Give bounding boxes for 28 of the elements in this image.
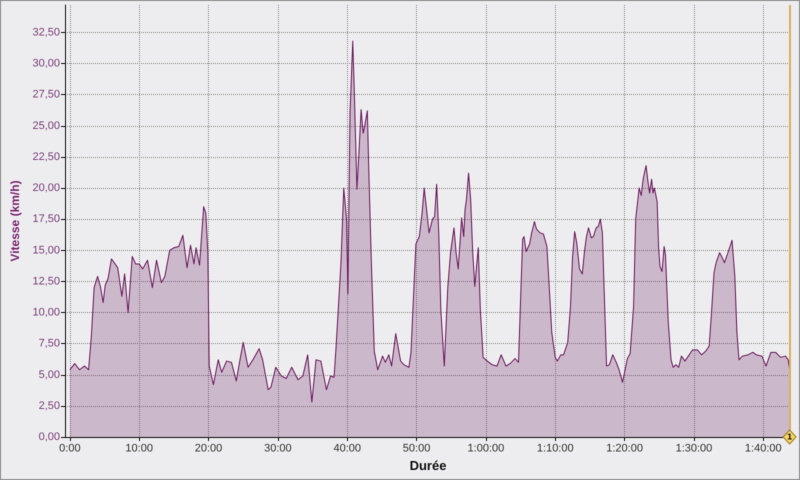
x-tick-label: 1:40:00 bbox=[744, 442, 782, 454]
x-tick-label: 1:20:00 bbox=[606, 442, 643, 454]
x-tick-label: 20:00 bbox=[194, 442, 222, 454]
y-tick-label: 10,00 bbox=[32, 306, 60, 319]
y-tick-label: 30,00 bbox=[32, 58, 60, 70]
y-tick-label: 20,00 bbox=[32, 182, 60, 194]
annotation: 1 bbox=[786, 432, 793, 442]
y-axis-title: Vitesse (km/h) bbox=[8, 180, 22, 262]
x-tick-label: 10:00 bbox=[125, 442, 153, 454]
x-tick-label: 30:00 bbox=[264, 442, 292, 454]
y-tick-label: 7,50 bbox=[38, 338, 60, 350]
x-tick-label: 1:30:00 bbox=[676, 442, 712, 454]
y-tick-label: 5,00 bbox=[38, 368, 60, 381]
x-tick-label: 40:00 bbox=[333, 442, 361, 454]
y-tick-label: 15,00 bbox=[32, 244, 60, 256]
y-tick-label: 32,50 bbox=[32, 26, 60, 38]
x-tick-label: 1:00:00 bbox=[468, 442, 504, 454]
y-tick-label: 17,50 bbox=[32, 213, 60, 226]
x-tick-label: 1:10:00 bbox=[536, 442, 574, 454]
x-tick-label: 0:00 bbox=[59, 442, 81, 454]
y-tick-label: 0,00 bbox=[38, 431, 60, 443]
x-axis-title: Durée bbox=[410, 458, 446, 473]
y-tick-label: 27,50 bbox=[32, 88, 60, 101]
y-tick-label: 12,50 bbox=[32, 275, 60, 288]
y-tick-label: 25,00 bbox=[32, 120, 60, 132]
y-tick-label: 22,50 bbox=[32, 150, 60, 163]
y-tick-label: 2,50 bbox=[38, 400, 60, 412]
x-tick-label: 50:00 bbox=[402, 442, 430, 454]
